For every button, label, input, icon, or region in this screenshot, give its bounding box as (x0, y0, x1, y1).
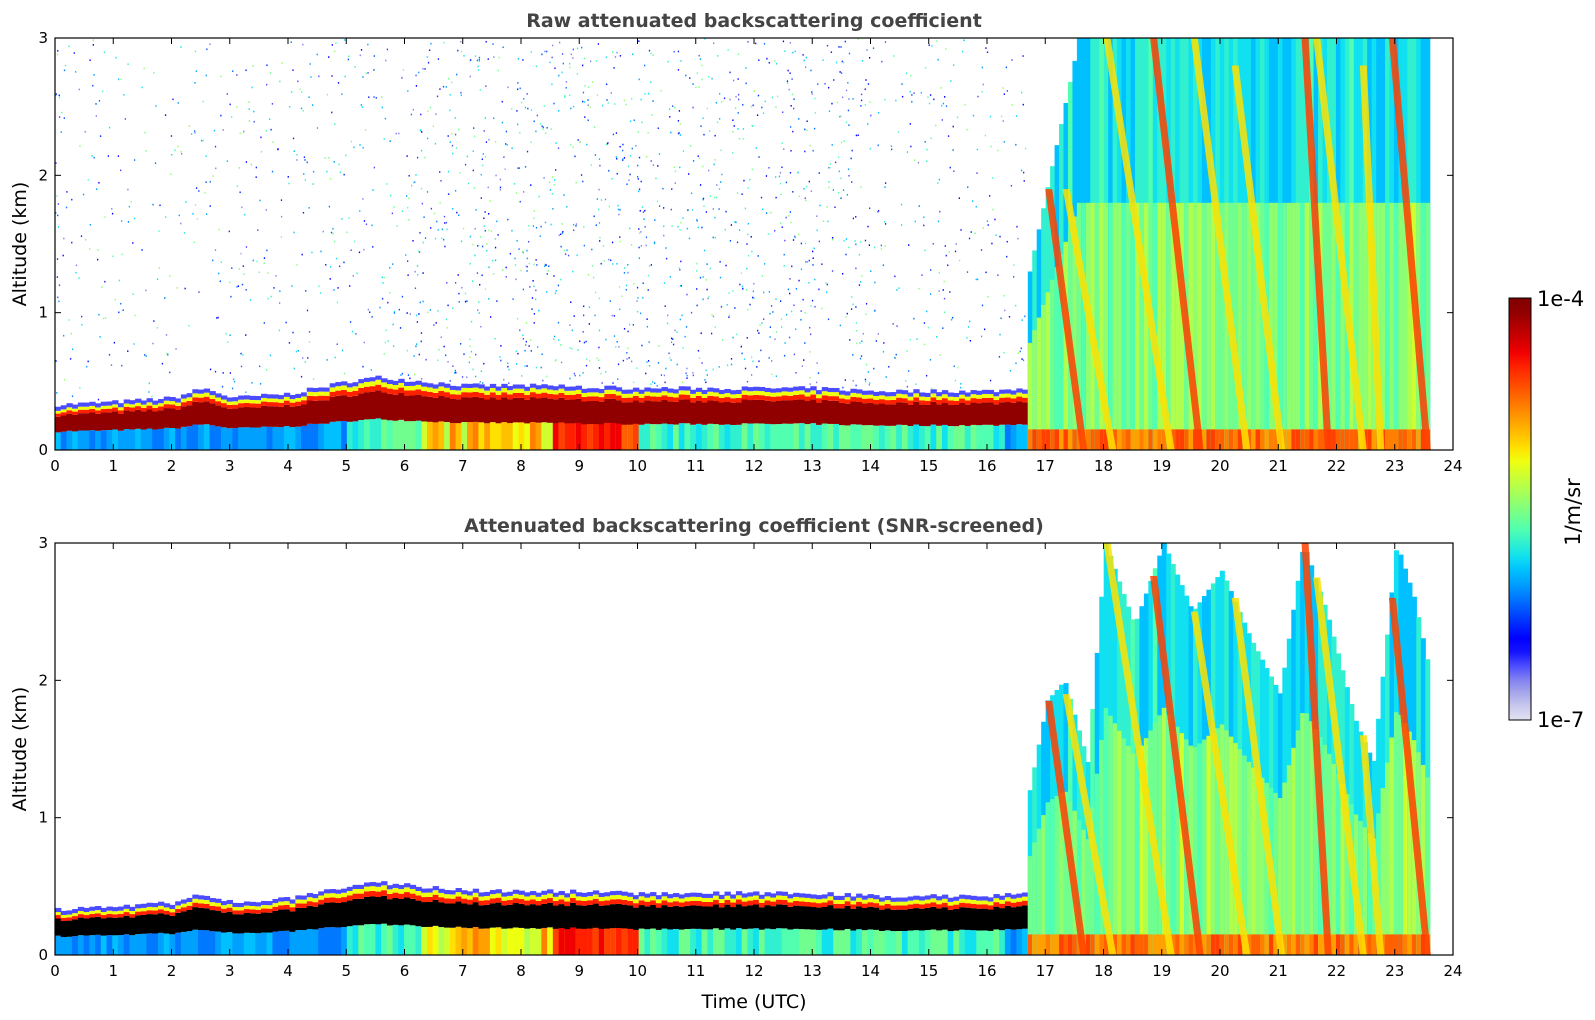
x-tick-label: 1 (108, 962, 118, 980)
fall-streak (1231, 65, 1286, 450)
colorbar: 1e-4 1e-7 1/m/sr (1508, 287, 1585, 732)
y-tick-label: 3 (38, 29, 48, 47)
x-tick-label: 5 (341, 962, 351, 980)
x-tick-label: 3 (225, 457, 235, 475)
colorbar-max-label: 1e-4 (1537, 287, 1584, 311)
x-tick-label: 23 (1385, 457, 1404, 475)
panel-raw-axes: 0 1 2 3 4 5 6 7 8 9 10 11 12 13 14 15 16 17 18 19 20 21 22 23 24… (38, 29, 1462, 475)
y-tick-label: 1 (38, 304, 48, 322)
fall-streak (1388, 38, 1431, 450)
x-tick-label: 24 (1443, 457, 1462, 475)
x-tick-label: 8 (516, 457, 526, 475)
fall-streak (1190, 611, 1251, 955)
fall-streak (1190, 38, 1251, 450)
x-tick-label: 2 (167, 457, 177, 475)
fall-streak (1103, 38, 1175, 450)
x-tick-label: 0 (50, 962, 60, 980)
fall-streak (1062, 189, 1117, 450)
colorbar-scale (1508, 297, 1532, 721)
x-tick-label: 12 (744, 962, 763, 980)
x-tick-label: 21 (1269, 962, 1288, 980)
x-tick-label: 3 (225, 962, 235, 980)
y-tick-label: 0 (38, 441, 48, 459)
fall-streak (1301, 38, 1332, 450)
x-tick-label: 4 (283, 962, 293, 980)
x-tick-label: 19 (1152, 457, 1171, 475)
fall-streak (1313, 38, 1367, 450)
fall-streak (1045, 700, 1088, 955)
x-tick-label: 6 (400, 457, 410, 475)
x-tick-label: 7 (458, 962, 468, 980)
fall-streak (1150, 575, 1204, 955)
panel-screened-ylabel: Altitude (km) (9, 687, 31, 812)
x-tick-label: 0 (50, 457, 60, 475)
x-tick-label: 11 (686, 457, 705, 475)
x-tick-label: 19 (1152, 962, 1171, 980)
y-tick-label: 2 (38, 166, 48, 184)
x-tick-label: 17 (1036, 457, 1055, 475)
x-tick-label: 20 (1210, 457, 1229, 475)
y-tick-label: 2 (38, 671, 48, 689)
x-tick-label: 16 (977, 457, 996, 475)
fall-streak (1313, 577, 1367, 955)
colorbar-min-label: 1e-7 (1537, 708, 1584, 732)
panel-raw: Raw attenuated backscattering coefficien… (9, 10, 1463, 475)
x-tick-label: 8 (516, 962, 526, 980)
x-tick-label: 14 (861, 457, 880, 475)
x-tick-label: 4 (283, 457, 293, 475)
x-tick-label: 2 (167, 962, 177, 980)
fall-streak (1062, 694, 1117, 955)
fall-streak (1359, 65, 1385, 450)
x-tick-label: 11 (686, 962, 705, 980)
x-tick-label: 13 (803, 962, 822, 980)
y-tick-label: 3 (38, 534, 48, 552)
x-tick-label: 21 (1269, 457, 1288, 475)
x-tick-label: 1 (108, 457, 118, 475)
x-tick-label: 5 (341, 457, 351, 475)
fall-streak (1045, 189, 1088, 450)
x-tick-label: 9 (574, 962, 584, 980)
x-tick-label: 18 (1094, 962, 1113, 980)
x-tick-label: 15 (919, 457, 938, 475)
x-tick-label: 16 (977, 962, 996, 980)
x-tick-label: 24 (1443, 962, 1462, 980)
x-tick-label: 14 (861, 962, 880, 980)
y-tick-label: 1 (38, 809, 48, 827)
x-tick-label: 20 (1210, 962, 1229, 980)
fall-streak (1150, 38, 1204, 450)
x-tick-label: 13 (803, 457, 822, 475)
fall-streak (1103, 543, 1175, 955)
panel-screened-axes: 0 1 2 3 4 5 6 7 8 9 10 11 12 13 14 15 16 17 18 19 20 21 22 23 24… (38, 534, 1462, 980)
x-tick-label: 6 (400, 962, 410, 980)
x-tick-label: 22 (1327, 457, 1346, 475)
fall-streak (1359, 735, 1385, 955)
x-tick-label: 12 (744, 457, 763, 475)
panel-raw-title: Raw attenuated backscattering coefficien… (526, 10, 982, 32)
x-tick-label: 18 (1094, 457, 1113, 475)
x-tick-label: 15 (919, 962, 938, 980)
x-tick-label: 10 (628, 962, 647, 980)
x-tick-label: 7 (458, 457, 468, 475)
panel-screened: Attenuated backscattering coefficient (S… (9, 515, 1463, 1013)
x-tick-label: 9 (574, 457, 584, 475)
fall-streak (1388, 597, 1431, 955)
y-tick-label: 0 (38, 946, 48, 964)
x-tick-label: 22 (1327, 962, 1346, 980)
panel-raw-heatmap (55, 38, 1431, 450)
x-tick-label: 23 (1385, 962, 1404, 980)
panel-screened-heatmap (55, 543, 1431, 955)
panel-screened-xlabel: Time (UTC) (700, 991, 806, 1013)
x-tick-label: 17 (1036, 962, 1055, 980)
panel-screened-title: Attenuated backscattering coefficient (S… (464, 515, 1044, 537)
fall-streak (1301, 543, 1332, 955)
colorbar-units-label: 1/m/sr (1561, 478, 1585, 546)
panel-raw-ylabel: Altitude (km) (9, 182, 31, 307)
x-tick-label: 10 (628, 457, 647, 475)
fall-streak (1231, 597, 1286, 955)
